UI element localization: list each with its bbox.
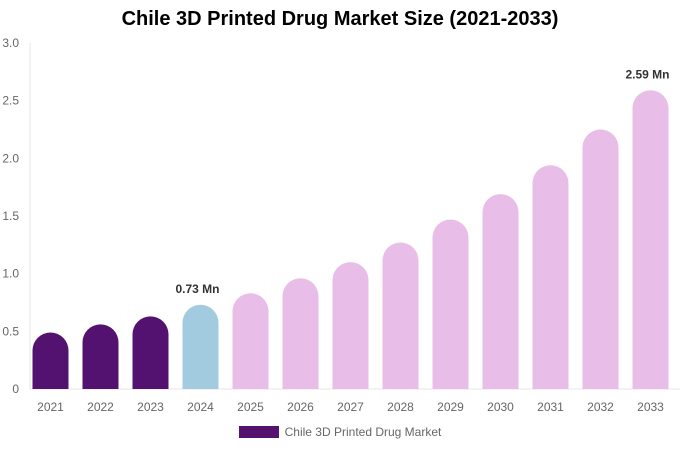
y-tick-label: 1.5 bbox=[2, 209, 19, 223]
x-tick-label: 2025 bbox=[237, 400, 264, 414]
bar-2029 bbox=[432, 219, 469, 389]
x-tick-label: 2023 bbox=[137, 400, 164, 414]
x-tick-label: 2029 bbox=[437, 400, 464, 414]
legend-label: Chile 3D Printed Drug Market bbox=[284, 425, 442, 439]
x-tick-label: 2032 bbox=[587, 400, 614, 414]
bar-2033 bbox=[632, 90, 669, 389]
bar-2030 bbox=[482, 194, 519, 389]
bar-2025 bbox=[232, 293, 269, 389]
x-tick-label: 2033 bbox=[637, 400, 664, 414]
bar-2032 bbox=[582, 129, 619, 389]
y-tick-label: 0 bbox=[12, 382, 19, 396]
x-tick-label: 2021 bbox=[37, 400, 64, 414]
bar-2028 bbox=[382, 242, 419, 389]
x-tick-label: 2026 bbox=[287, 400, 314, 414]
y-tick-label: 2.5 bbox=[2, 94, 19, 108]
bar-2022 bbox=[82, 324, 119, 389]
data-label: 2.59 Mn bbox=[625, 67, 669, 81]
x-tick-label: 2024 bbox=[187, 400, 214, 414]
x-tick-label: 2027 bbox=[337, 400, 364, 414]
x-tick-label: 2022 bbox=[87, 400, 114, 414]
x-tick-label: 2031 bbox=[537, 400, 564, 414]
bar-2026 bbox=[282, 278, 319, 389]
x-tick-label: 2030 bbox=[487, 400, 514, 414]
y-tick-label: 2.0 bbox=[2, 151, 19, 165]
chart-title: Chile 3D Printed Drug Market Size (2021-… bbox=[121, 8, 559, 30]
y-tick-label: 0.5 bbox=[2, 324, 19, 338]
bar-2021 bbox=[32, 332, 69, 389]
legend-swatch bbox=[238, 426, 279, 438]
bar-2031 bbox=[532, 165, 569, 389]
legend: Chile 3D Printed Drug Market bbox=[0, 425, 680, 439]
bar-2027 bbox=[332, 262, 369, 389]
data-label: 0.73 Mn bbox=[175, 282, 219, 296]
x-tick-label: 2028 bbox=[387, 400, 414, 414]
bar-2024 bbox=[182, 304, 219, 389]
bar-2023 bbox=[132, 316, 169, 389]
y-tick-label: 3.0 bbox=[2, 36, 19, 50]
y-tick-label: 1.0 bbox=[2, 267, 19, 281]
